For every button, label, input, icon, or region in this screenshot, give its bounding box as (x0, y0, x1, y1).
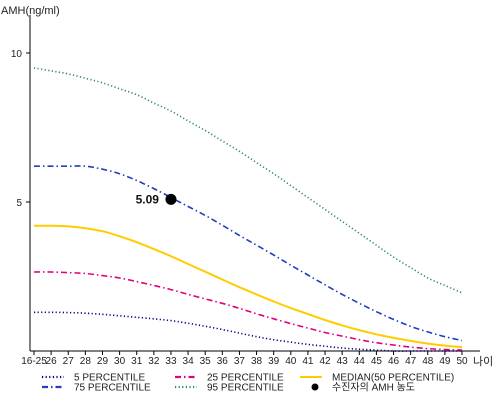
x-tick-label: 27 (63, 356, 75, 367)
patient-point-group: 5.09 (136, 192, 177, 206)
x-tick-label: 32 (148, 356, 160, 367)
patient-amh-point (165, 193, 177, 205)
legend-swatch-patient-point (311, 383, 319, 391)
x-tick-label: 35 (200, 356, 212, 367)
x-tick-label: 43 (337, 356, 349, 367)
x-axis-label: 나이 (473, 355, 493, 368)
x-tick-label: 16-25 (21, 356, 47, 367)
x-tick-label: 42 (319, 356, 331, 367)
series-line-4 (33, 67, 463, 294)
x-tick-label: 36 (217, 356, 229, 367)
x-tick-label: 37 (234, 356, 246, 367)
series-line-0 (33, 311, 462, 352)
x-tick-label: 46 (388, 356, 400, 367)
legend-label: MEDIAN(50 PERCENTILE) (332, 373, 454, 384)
x-tick-label: 48 (422, 356, 434, 367)
legend: 5 PERCENTILE 25 PERCENTILE MEDIAN(50 PERCE… (42, 373, 454, 394)
x-tick-label: 45 (371, 356, 383, 367)
legend-label: 75 PERCENTILE (74, 383, 151, 394)
x-tick-label: 31 (131, 356, 143, 367)
x-tick-label: 38 (251, 356, 263, 367)
x-tick-label: 33 (165, 356, 177, 367)
x-tick-label: 34 (183, 356, 195, 367)
series-line-2 (33, 224, 463, 349)
x-tick-label: 30 (114, 356, 126, 367)
y-tick-label: 5 (16, 198, 22, 209)
x-tick-label: 50 (456, 356, 468, 367)
x-tick-label: 44 (354, 356, 366, 367)
x-tick-label: 29 (97, 356, 109, 367)
x-tick-label: 26 (46, 356, 58, 367)
legend-label: 95 PERCENTILE (207, 383, 284, 394)
x-tick-label: 39 (268, 356, 280, 367)
series-line-1 (33, 271, 463, 351)
series-line-3 (33, 165, 463, 342)
x-tick-label: 49 (439, 356, 451, 367)
legend-label: 수진자의 AMH 농도 (332, 382, 415, 394)
legend-label: 25 PERCENTILE (207, 373, 284, 384)
x-tick-label: 40 (285, 356, 297, 367)
y-tick-label: 10 (11, 49, 23, 60)
legend-label: 5 PERCENTILE (74, 373, 145, 384)
x-tick-label: 47 (405, 356, 417, 367)
patient-amh-value-label: 5.09 (136, 192, 160, 206)
x-tick-label: 28 (80, 356, 92, 367)
x-tick-label: 41 (302, 356, 314, 367)
y-axis-label: AMH(ng/ml) (1, 5, 60, 17)
series-lines (33, 67, 463, 352)
